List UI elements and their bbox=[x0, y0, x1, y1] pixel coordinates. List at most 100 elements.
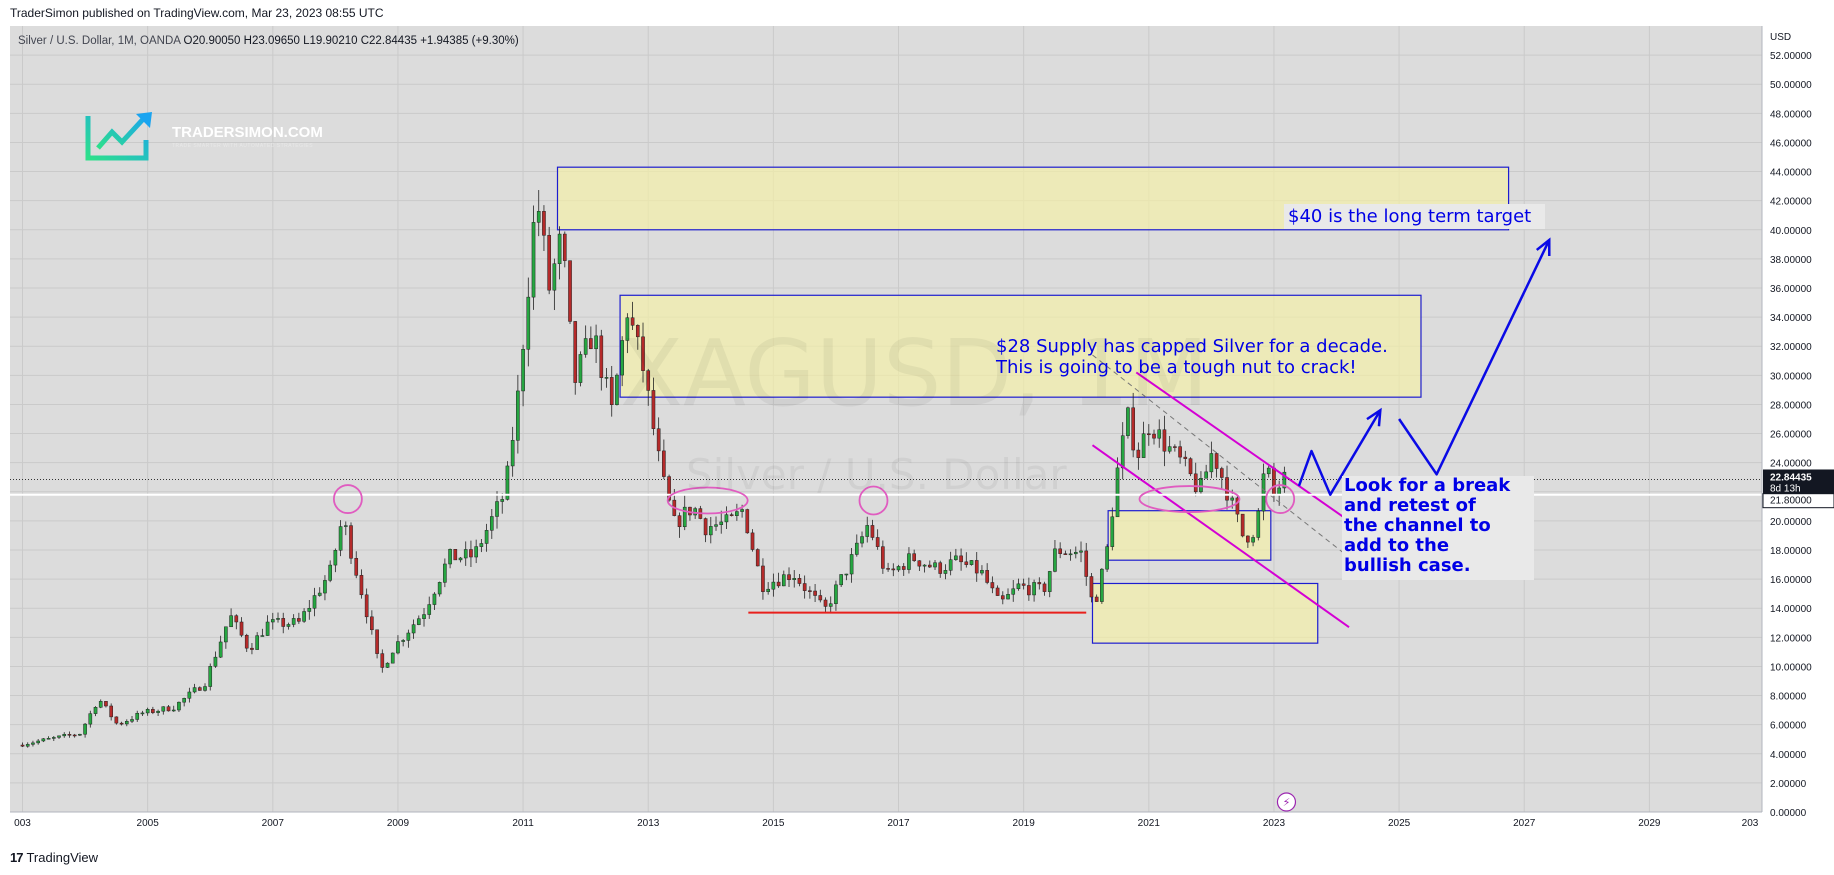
candle-down bbox=[917, 560, 922, 567]
candle-up bbox=[552, 263, 557, 291]
x-tick-label: 2029 bbox=[1638, 818, 1661, 829]
price-axis-bg bbox=[1762, 26, 1834, 812]
annotation-supply-line2: This is going to be a tough nut to crack… bbox=[996, 357, 1357, 378]
y-tick-label: 52.00000 bbox=[1770, 51, 1812, 62]
candle-up bbox=[907, 553, 911, 570]
candle-up bbox=[781, 574, 786, 587]
legend-open: O20.90050 bbox=[183, 35, 241, 47]
candle-up bbox=[390, 652, 395, 664]
candle-up bbox=[980, 570, 984, 574]
candle-down bbox=[974, 560, 979, 574]
candle-up bbox=[265, 621, 270, 636]
arrow-head bbox=[1366, 407, 1382, 427]
publish-header: TraderSimon published on TradingView.com… bbox=[10, 6, 384, 20]
y-tick-label: 28.00000 bbox=[1770, 400, 1812, 411]
projection-arrow-long bbox=[1398, 239, 1551, 476]
watermark-ticker: XAGUSD, 1M bbox=[620, 320, 1209, 427]
candle-down bbox=[297, 618, 301, 622]
candle-up bbox=[208, 666, 213, 687]
highlight-circle bbox=[332, 484, 363, 514]
candle-up bbox=[594, 335, 598, 350]
candle-up bbox=[427, 604, 432, 615]
candle-down bbox=[750, 532, 755, 550]
candle-down bbox=[104, 701, 108, 707]
bar-countdown: 8d 13h bbox=[1770, 483, 1801, 494]
candle-up bbox=[317, 592, 322, 596]
candle-down bbox=[244, 634, 249, 649]
candle-up bbox=[187, 691, 192, 699]
candle-up bbox=[620, 340, 624, 376]
candle-down bbox=[641, 336, 645, 371]
highlight-circle bbox=[1265, 484, 1296, 514]
legend-close: C22.84435 bbox=[360, 35, 417, 47]
x-tick-label: 003 bbox=[14, 818, 31, 829]
candle-down bbox=[250, 647, 254, 650]
x-tick-label: 2007 bbox=[262, 818, 285, 829]
axis-unit-label: USD bbox=[1770, 32, 1791, 43]
candle-down bbox=[1272, 467, 1276, 495]
y-tick-label: 42.00000 bbox=[1770, 197, 1812, 208]
candle-up bbox=[1266, 467, 1271, 475]
candle-up bbox=[312, 595, 317, 609]
candle-down bbox=[787, 574, 791, 580]
candle-up bbox=[135, 712, 140, 720]
candle-up bbox=[505, 465, 510, 500]
candle-up bbox=[1068, 553, 1073, 556]
candle-up bbox=[1053, 548, 1057, 572]
candle-up bbox=[98, 701, 103, 708]
candle-up bbox=[510, 440, 515, 467]
y-tick-label: 2.00000 bbox=[1770, 779, 1807, 790]
candle-up bbox=[291, 618, 296, 625]
x-tick-label: 2017 bbox=[887, 818, 910, 829]
y-tick-label: 46.00000 bbox=[1770, 138, 1812, 149]
candle-up bbox=[526, 296, 531, 350]
candle-up bbox=[521, 349, 525, 392]
y-tick-label: 50.00000 bbox=[1770, 80, 1812, 91]
candle-up bbox=[229, 615, 233, 628]
tradingview-footer[interactable]: 17 TradingView bbox=[10, 850, 98, 865]
candle-up bbox=[682, 506, 687, 528]
candle-up bbox=[260, 635, 265, 637]
candle-down bbox=[370, 616, 374, 631]
candle-up bbox=[740, 509, 744, 512]
candle-up bbox=[625, 317, 630, 341]
candle-down bbox=[1240, 513, 1245, 537]
candle-up bbox=[406, 632, 411, 641]
price-zone bbox=[619, 294, 1422, 398]
legend-change: +1.94385 (+9.30%) bbox=[420, 35, 519, 47]
candle-down bbox=[1178, 446, 1182, 458]
candle-up bbox=[839, 574, 843, 586]
candle-up bbox=[1120, 435, 1125, 469]
candle-up bbox=[604, 377, 609, 379]
candle-up bbox=[57, 735, 61, 738]
candle-up bbox=[1032, 582, 1036, 596]
candle-down bbox=[1188, 458, 1193, 475]
candle-down bbox=[964, 561, 969, 565]
y-tick-label: 36.00000 bbox=[1770, 284, 1812, 295]
y-tick-label: 12.00000 bbox=[1770, 633, 1812, 644]
candle-up bbox=[1011, 588, 1016, 595]
candle-up bbox=[724, 514, 729, 523]
candle-down bbox=[589, 338, 593, 350]
candle-down bbox=[573, 321, 578, 383]
candle-down bbox=[1131, 407, 1135, 451]
channel-line bbox=[1135, 371, 1350, 522]
y-tick-label: 16.00000 bbox=[1770, 575, 1812, 586]
candle-down bbox=[755, 549, 760, 567]
candle-down bbox=[823, 599, 828, 607]
candle-down bbox=[703, 518, 708, 536]
candle-down bbox=[776, 581, 781, 587]
legend-high: H23.09650 bbox=[243, 35, 300, 47]
candle-up bbox=[1006, 594, 1010, 600]
y-tick-label: 30.00000 bbox=[1770, 371, 1812, 382]
candle-up bbox=[343, 525, 348, 527]
candle-down bbox=[109, 705, 113, 718]
candle-up bbox=[41, 738, 46, 742]
candle-down bbox=[72, 734, 77, 737]
candle-down bbox=[359, 575, 364, 596]
candle-down bbox=[380, 653, 385, 668]
candle-down bbox=[349, 525, 353, 559]
y-tick-label: 44.00000 bbox=[1770, 168, 1812, 179]
candle-down bbox=[995, 587, 1000, 596]
candle-down bbox=[818, 595, 823, 601]
